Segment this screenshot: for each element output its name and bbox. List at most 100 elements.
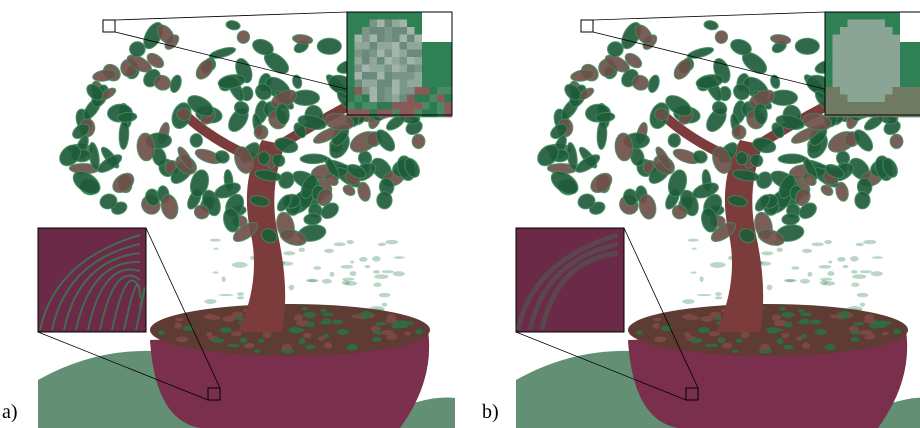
- inset-pixel: [392, 20, 400, 28]
- inset-pixel: [900, 27, 908, 35]
- soil: [777, 338, 784, 344]
- inset-pixel: [900, 57, 908, 65]
- mist: [863, 240, 876, 244]
- inset-pixel: [855, 65, 863, 73]
- inset-pixel: [825, 95, 833, 103]
- inset-pixel: [445, 42, 453, 50]
- inset-pixel: [863, 57, 871, 65]
- inset-pixel: [863, 72, 871, 80]
- inset-pixel: [908, 42, 916, 50]
- inset-pixel: [900, 42, 908, 50]
- inset-pixel: [848, 110, 856, 118]
- inset-pixel: [415, 80, 423, 88]
- inset-pixel: [430, 27, 438, 35]
- inset-pixel: [870, 50, 878, 58]
- inset-pixel: [377, 65, 385, 73]
- inset-pixel: [908, 110, 916, 118]
- inset-pixel: [437, 72, 445, 80]
- inset-pixel: [825, 12, 833, 20]
- soil: [825, 344, 836, 350]
- inset-pixel: [893, 72, 901, 80]
- inset-pixel: [347, 12, 355, 20]
- inset-pixel: [355, 42, 363, 50]
- soil: [810, 319, 821, 324]
- inset-pixel: [385, 95, 393, 103]
- inset-pixel: [870, 95, 878, 103]
- mist: [852, 274, 866, 279]
- inset-pixel: [840, 87, 848, 95]
- mist: [802, 249, 812, 253]
- inset-pixel: [893, 87, 901, 95]
- soil: [779, 307, 786, 311]
- inset-pixel: [908, 57, 916, 65]
- inset-pixel: [878, 72, 886, 80]
- inset-pixel: [870, 35, 878, 43]
- soil: [299, 338, 306, 344]
- inset-pixel: [415, 72, 423, 80]
- mist: [342, 278, 354, 281]
- inset-pixel: [407, 102, 415, 110]
- inset-pixel: [377, 110, 385, 118]
- inset-pixel: [407, 50, 415, 58]
- soil: [207, 313, 213, 319]
- mist: [819, 265, 832, 269]
- inset-pixel: [355, 72, 363, 80]
- inset-pixel: [833, 20, 841, 28]
- mist: [232, 262, 248, 268]
- soil: [386, 314, 396, 320]
- inset-pixel: [863, 42, 871, 50]
- inset-pixel: [362, 27, 370, 35]
- soil: [652, 323, 659, 329]
- inset-pixel: [870, 80, 878, 88]
- inset-pixel: [840, 102, 848, 110]
- inset-pixel: [833, 42, 841, 50]
- soil: [893, 329, 901, 335]
- mist: [776, 248, 783, 252]
- soil: [760, 344, 770, 351]
- inset-pixel: [878, 35, 886, 43]
- soil: [282, 344, 292, 351]
- inset-pixel: [415, 27, 423, 35]
- inset-pixel: [900, 95, 908, 103]
- soil: [206, 332, 212, 337]
- inset-pixel: [355, 87, 363, 95]
- inset-pixel: [908, 65, 916, 73]
- mist: [700, 276, 704, 282]
- inset-pixel: [825, 65, 833, 73]
- mist: [692, 248, 697, 250]
- inset-pixel: [885, 87, 893, 95]
- inset-pixel: [377, 27, 385, 35]
- inset-pixel: [422, 102, 430, 110]
- inset-pixel: [908, 35, 916, 43]
- soil: [722, 343, 733, 349]
- inset-pixel: [437, 20, 445, 28]
- soil: [702, 316, 712, 321]
- mist: [382, 270, 394, 273]
- inset-pixel: [422, 72, 430, 80]
- inset-pixel: [430, 102, 438, 110]
- inset-pixel: [915, 50, 920, 58]
- inset-pixel: [400, 42, 408, 50]
- inset-pixel: [893, 110, 901, 118]
- inset-pixel: [430, 42, 438, 50]
- inset-pixel: [915, 27, 920, 35]
- mist: [767, 285, 773, 291]
- inset-pixel: [385, 65, 393, 73]
- leaf: [225, 20, 241, 31]
- inset-pixel: [870, 42, 878, 50]
- inset-pixel: [392, 102, 400, 110]
- mist: [860, 270, 872, 273]
- inset-pixel: [400, 12, 408, 20]
- mist: [843, 265, 849, 268]
- inset-pixel: [840, 57, 848, 65]
- inset-pixel: [362, 110, 370, 118]
- inset-pixel: [893, 80, 901, 88]
- mist: [800, 279, 810, 284]
- inset-pixel: [855, 110, 863, 118]
- inset-pixel: [377, 95, 385, 103]
- soil: [859, 330, 871, 336]
- inset-pixel: [355, 80, 363, 88]
- soil: [802, 342, 810, 349]
- soil: [305, 345, 316, 350]
- inset-pixel: [848, 12, 856, 20]
